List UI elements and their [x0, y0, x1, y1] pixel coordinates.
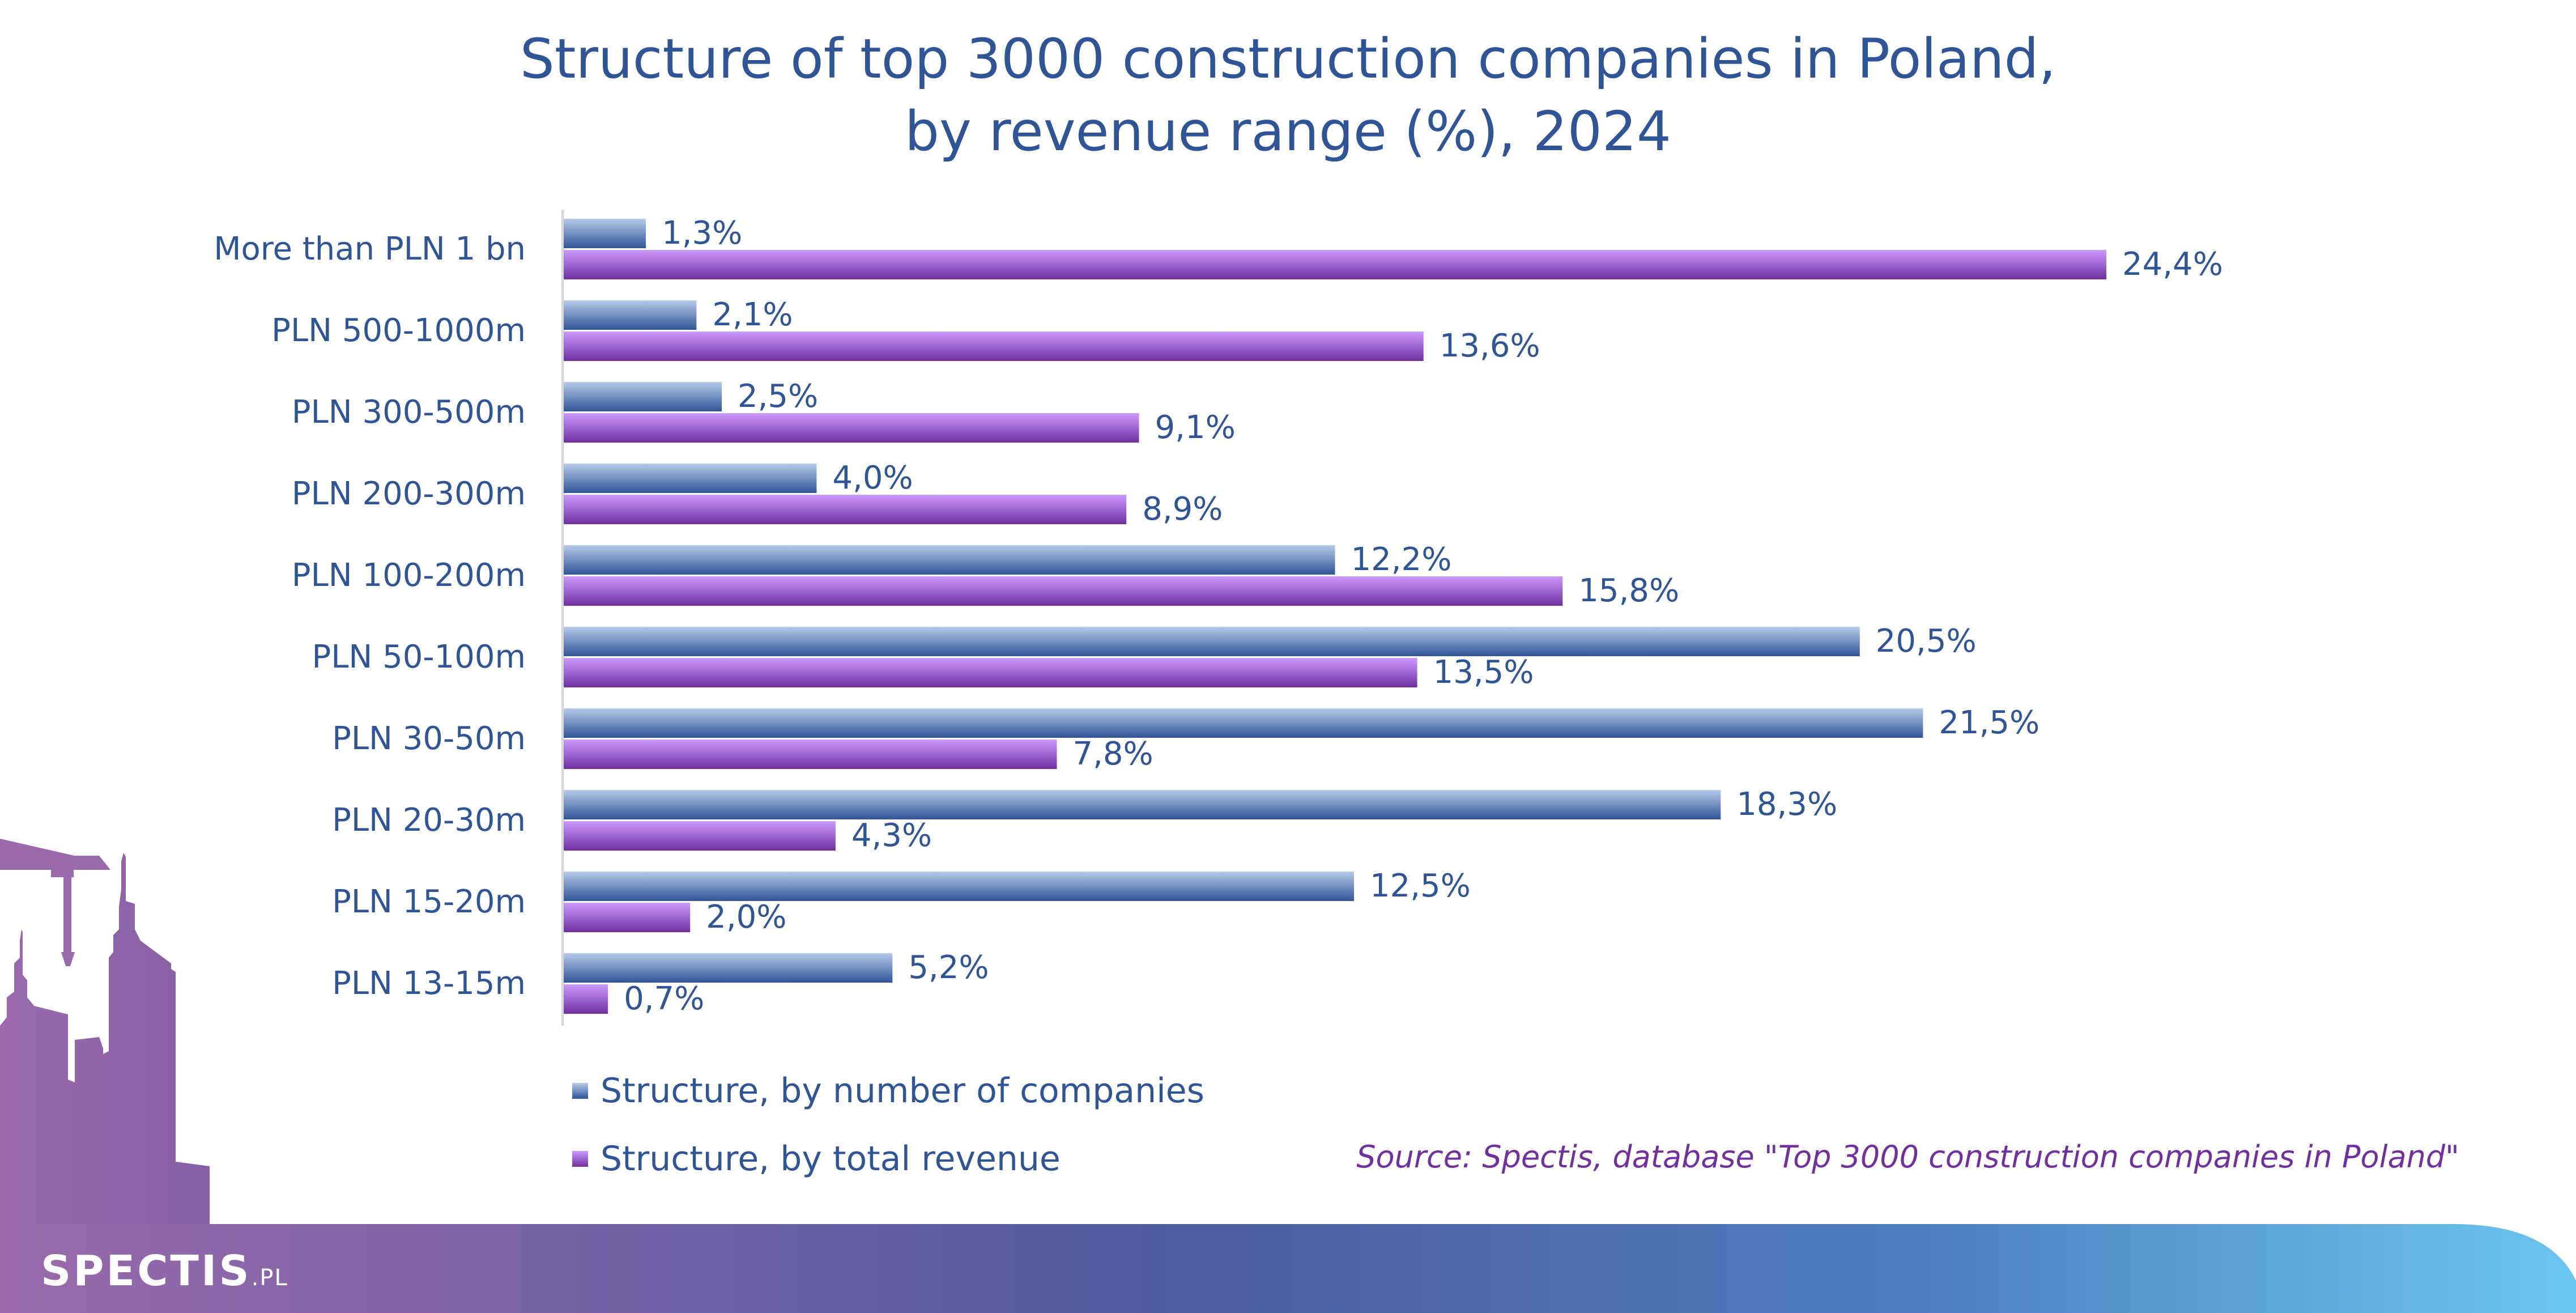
category-label: PLN 500-1000m [271, 312, 526, 349]
bar [564, 627, 1860, 656]
bottom-band [0, 1224, 2576, 1313]
source-note: Source: Spectis, database "Top 3000 cons… [1356, 1139, 2459, 1175]
data-label: 15,8% [1578, 572, 1679, 609]
category-label: PLN 50-100m [312, 639, 526, 675]
bar [564, 545, 1335, 575]
bar [564, 740, 1057, 769]
data-label: 13,6% [1440, 328, 1540, 364]
category-label: PLN 30-50m [332, 720, 526, 757]
bar [564, 495, 1127, 524]
data-label: 2,1% [712, 296, 793, 333]
data-label: 2,5% [738, 378, 818, 415]
legend-item-revenue: Structure, by total revenue [572, 1139, 1061, 1179]
bar [564, 953, 893, 983]
bar [564, 984, 608, 1014]
data-label: 8,9% [1142, 491, 1223, 528]
data-label: 20,5% [1876, 623, 1977, 660]
data-label: 7,8% [1072, 736, 1153, 772]
bar [564, 413, 1139, 443]
data-label: 12,5% [1370, 868, 1471, 904]
category-label: More than PLN 1 bn [214, 231, 526, 267]
bar [564, 903, 691, 932]
bar [564, 219, 646, 248]
bar [564, 382, 722, 411]
crane-icon [0, 839, 110, 966]
spectis-logo: SPECTIS.PL [41, 1247, 288, 1295]
bar [564, 300, 697, 330]
bar [564, 872, 1354, 901]
data-label: 24,4% [2122, 246, 2223, 283]
bar-chart: More than PLN 1 bn 1,3% 24,4% PLN 500-1000m… [214, 210, 2223, 1026]
category-label: PLN 13-15m [332, 965, 526, 1002]
data-label: 4,3% [851, 817, 932, 854]
skyline-silhouette [0, 853, 210, 1224]
data-label: 4,0% [832, 460, 913, 496]
title-line-2: by revenue range (%), 2024 [905, 100, 1671, 163]
bar [564, 658, 1417, 687]
bar [564, 332, 1424, 361]
data-label: 0,7% [624, 980, 704, 1017]
category-label: PLN 300-500m [292, 394, 526, 431]
category-label: PLN 200-300m [292, 475, 526, 512]
bar [564, 464, 817, 493]
data-label: 18,3% [1736, 786, 1837, 823]
bar [564, 790, 1721, 819]
data-label: 12,2% [1351, 541, 1452, 578]
category-label: PLN 15-20m [332, 883, 526, 920]
legend-swatch-blue [572, 1083, 588, 1099]
legend-item-companies: Structure, by number of companies [572, 1071, 1204, 1111]
category-label: PLN 100-200m [292, 557, 526, 594]
chart-title: Structure of top 3000 construction compa… [0, 23, 2576, 168]
bar [564, 821, 836, 851]
data-label: 2,0% [706, 899, 786, 936]
category-label: PLN 20-30m [332, 802, 526, 839]
title-line-1: Structure of top 3000 construction compa… [520, 27, 2056, 91]
legend-swatch-purple [572, 1151, 588, 1167]
data-label: 1,3% [662, 215, 742, 252]
bar [564, 576, 1563, 606]
data-label: 21,5% [1939, 704, 2039, 741]
bar [564, 250, 2106, 279]
data-label: 9,1% [1155, 409, 1236, 446]
data-label: 5,2% [908, 949, 989, 986]
bar [564, 708, 1923, 738]
legend-label: Structure, by total revenue [601, 1139, 1061, 1179]
data-label: 13,5% [1433, 654, 1534, 691]
legend-label: Structure, by number of companies [601, 1071, 1204, 1111]
